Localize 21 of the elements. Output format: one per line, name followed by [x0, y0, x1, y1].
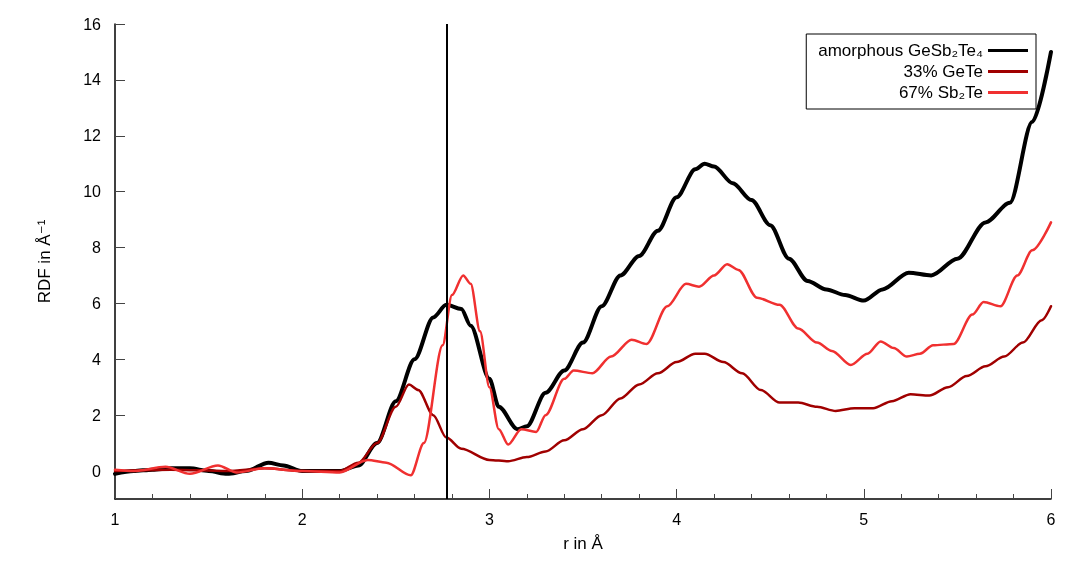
legend-label: amorphous GeSb₂Te₄	[818, 41, 984, 60]
legend-label: 67% Sb₂Te	[898, 83, 983, 102]
x-tick-label: 2	[297, 510, 307, 528]
x-axis-title: r in Å	[563, 534, 604, 553]
y-tick-label: 16	[83, 15, 102, 33]
y-tick-label: 0	[92, 462, 102, 480]
line-series	[113, 221, 1053, 477]
y-tick-label: 6	[92, 294, 102, 312]
y-axis-title: RDF in Å⁻¹	[35, 219, 54, 304]
legend-label: 33% GeTe	[903, 62, 983, 81]
x-tick-label: 5	[859, 510, 869, 528]
y-tick-label: 10	[83, 183, 102, 201]
y-tick-label: 12	[83, 127, 102, 145]
y-tick-label: 14	[83, 71, 102, 89]
y-tick-label: 8	[92, 239, 102, 257]
y-tick-label: 4	[92, 350, 102, 368]
x-tick-label: 6	[1046, 510, 1056, 528]
y-tick-label: 2	[92, 406, 102, 424]
x-tick-label: 3	[484, 510, 494, 528]
x-tick-label: 4	[672, 510, 682, 528]
x-tick-label: 1	[110, 510, 120, 528]
